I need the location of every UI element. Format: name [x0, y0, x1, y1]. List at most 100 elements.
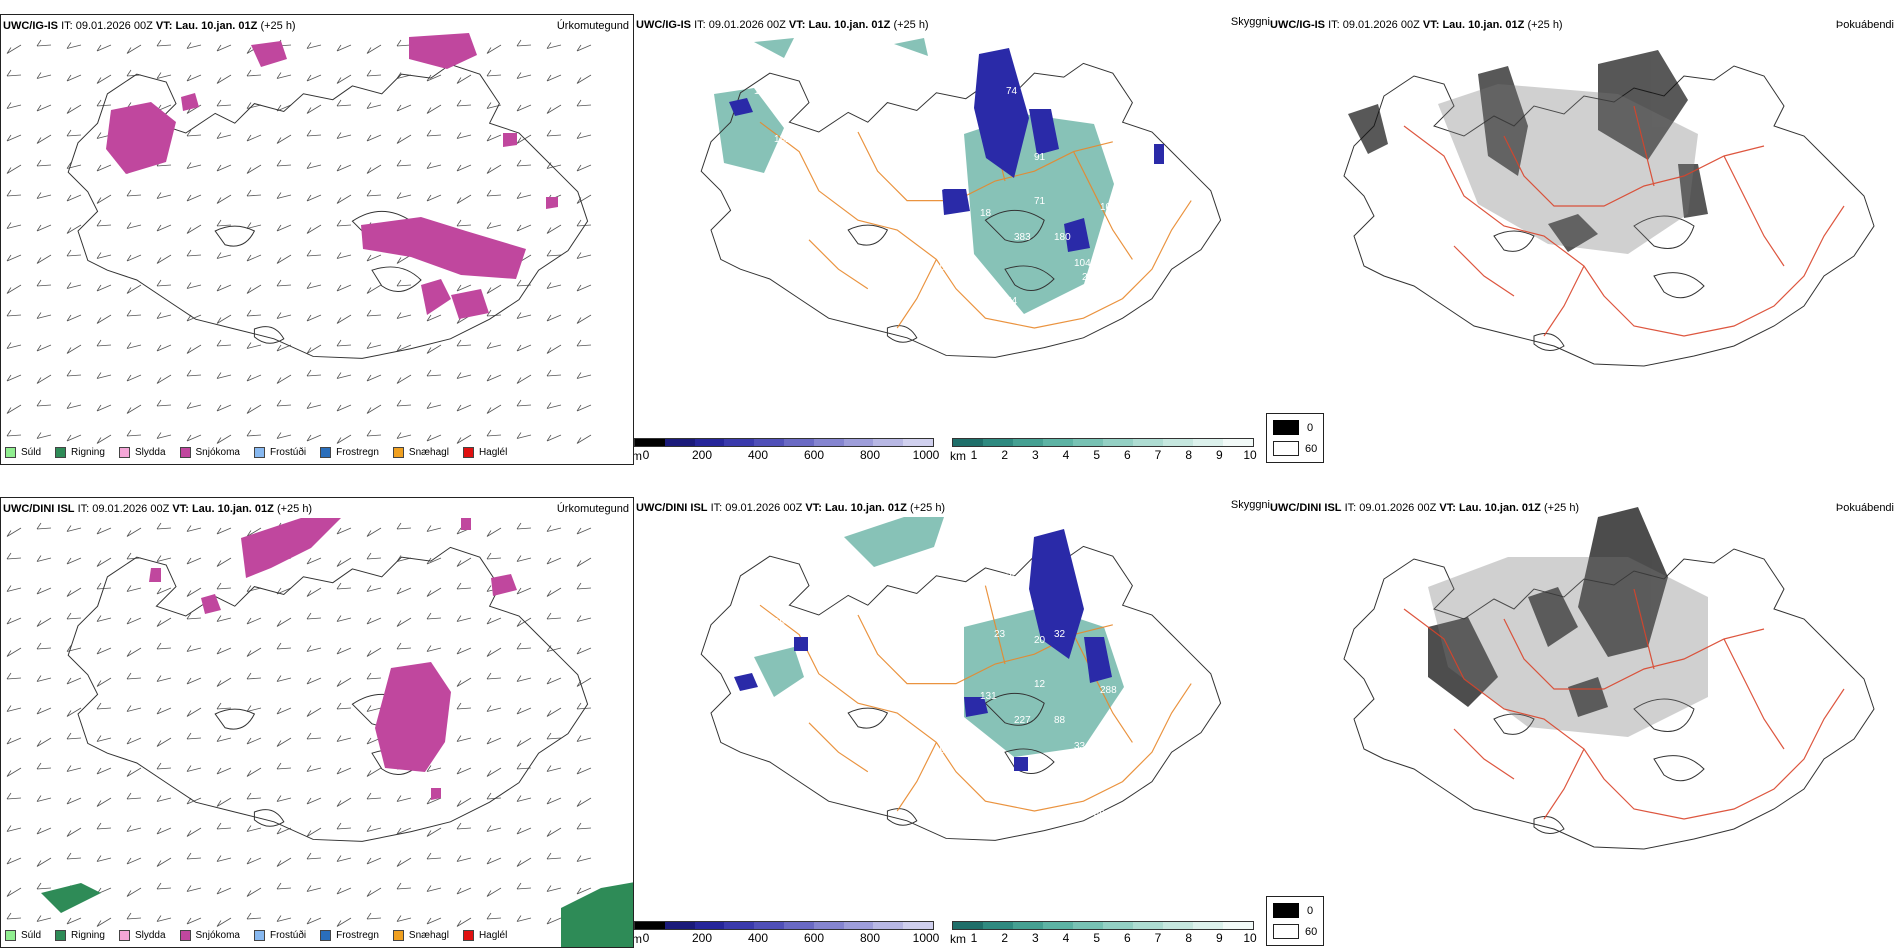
wind-barb: [486, 404, 502, 414]
wind-barb: [156, 432, 172, 439]
wind-barb: [6, 585, 22, 592]
wind-barb: [96, 404, 112, 412]
wind-barb: [66, 282, 82, 289]
ceiling-tick: 800: [859, 931, 881, 945]
wind-barb: [546, 557, 562, 565]
wind-barb: [336, 702, 352, 710]
wind-barb: [576, 219, 592, 227]
ceiling-tick: 200: [691, 931, 713, 945]
wind-barb: [36, 915, 52, 922]
wind-barb: [66, 402, 82, 409]
wind-barb: [36, 642, 52, 650]
wind-barb: [396, 279, 412, 287]
wind-barb: [396, 915, 412, 922]
wind-barb: [366, 309, 382, 317]
visibility-bar-segment: [1223, 922, 1253, 929]
wind-barb: [156, 795, 172, 802]
wind-barb: [516, 642, 532, 650]
wind-barb: [186, 42, 202, 49]
wind-barb: [276, 344, 292, 352]
wind-barb: [96, 314, 112, 324]
wind-barb: [6, 912, 22, 920]
wind-barb: [186, 677, 202, 685]
map-value-label: 334: [1074, 741, 1091, 752]
visibility-map: 132 182 74 91 200 18 98 383 180 159 22 54 22 9 105 104 7…: [700, 38, 1222, 358]
precip-legend: Súld Rigning Slydda Snjókoma Frostúði Fr…: [5, 930, 521, 941]
wind-barb: [396, 617, 412, 627]
wind-barb: [516, 224, 532, 232]
wind-barb: [36, 522, 52, 530]
wind-barb: [246, 792, 262, 800]
wind-barb: [126, 527, 142, 537]
wind-barb: [276, 159, 292, 167]
map-number-labels: 18 19 52 20 18 131 34 227 88 190 19 191 13 138 288 334 1…: [754, 569, 1117, 820]
wind-barb: [426, 129, 442, 137]
wind-barb: [456, 194, 472, 204]
wind-barb: [396, 795, 412, 802]
panel-title: UWC/DINI ISL IT: 09.01.2026 00Z VT: Lau.…: [1270, 502, 1580, 514]
wind-barb: [426, 765, 442, 772]
wind-barb: [306, 104, 322, 114]
wind-barb: [546, 74, 562, 82]
wind-barb: [246, 912, 262, 920]
wind-barb: [66, 525, 82, 532]
visibility-tick: 4: [1062, 448, 1070, 462]
wind-barb: [246, 102, 262, 109]
wind-barb: [276, 72, 292, 79]
visibility-bar-segment: [1163, 922, 1193, 929]
wind-barb: [426, 194, 442, 202]
wind-barb: [336, 99, 352, 107]
wind-barb: [306, 249, 322, 257]
wind-barb: [126, 429, 142, 437]
map-value-label: 227: [1014, 715, 1031, 726]
wind-barb: [576, 252, 592, 259]
precip-map: [6, 518, 633, 947]
wind-barb: [186, 224, 202, 234]
wind-barb: [126, 44, 142, 54]
ceiling-tick: 0: [642, 931, 650, 945]
wind-barb: [6, 222, 22, 229]
wind-barb: [486, 647, 502, 657]
wind-barb: [96, 44, 112, 52]
wind-barb: [216, 647, 232, 655]
wind-barb: [516, 72, 532, 79]
wind-barb: [456, 132, 472, 139]
wind-barb: [186, 827, 202, 837]
wind-barb: [126, 647, 142, 657]
wind-barb: [36, 39, 52, 47]
visibility-bar-segment: [953, 922, 983, 929]
wind-barb: [156, 254, 172, 264]
wind-barb: [246, 69, 262, 77]
wind-barb: [36, 675, 52, 682]
wind-barb: [576, 434, 592, 444]
visibility-tick: 2: [1001, 931, 1008, 945]
wind-barb: [486, 912, 502, 920]
wind-barb: [546, 402, 562, 409]
fog-grey: [1438, 84, 1698, 254]
visibility-bar-segment: [1013, 439, 1043, 446]
wind-barb: [306, 194, 322, 202]
wind-barb: [306, 434, 322, 442]
wind-barb: [216, 434, 232, 444]
visibility-tick: 5: [1093, 448, 1100, 462]
wind-barb: [366, 527, 382, 537]
map-value-label: 18: [980, 208, 992, 219]
wind-barb: [126, 189, 142, 197]
wind-barb: [6, 69, 22, 77]
rain-area: [41, 882, 633, 947]
visibility-tick: 2: [1001, 448, 1008, 462]
wind-barb: [276, 192, 292, 199]
snow-area: [106, 33, 558, 319]
ceiling-tick: 400: [747, 448, 769, 462]
wind-barb: [6, 767, 22, 777]
wind-barb: [186, 707, 202, 717]
wind-barb: [426, 525, 442, 532]
wind-barb: [6, 134, 22, 142]
wind-barb: [66, 587, 82, 597]
wind-barb: [516, 857, 532, 867]
visibility-tick: 9: [1215, 448, 1223, 462]
wind-barb: [456, 339, 472, 347]
wind-barb: [366, 825, 382, 832]
wind-barb: [366, 44, 382, 54]
wind-barb: [486, 342, 502, 349]
